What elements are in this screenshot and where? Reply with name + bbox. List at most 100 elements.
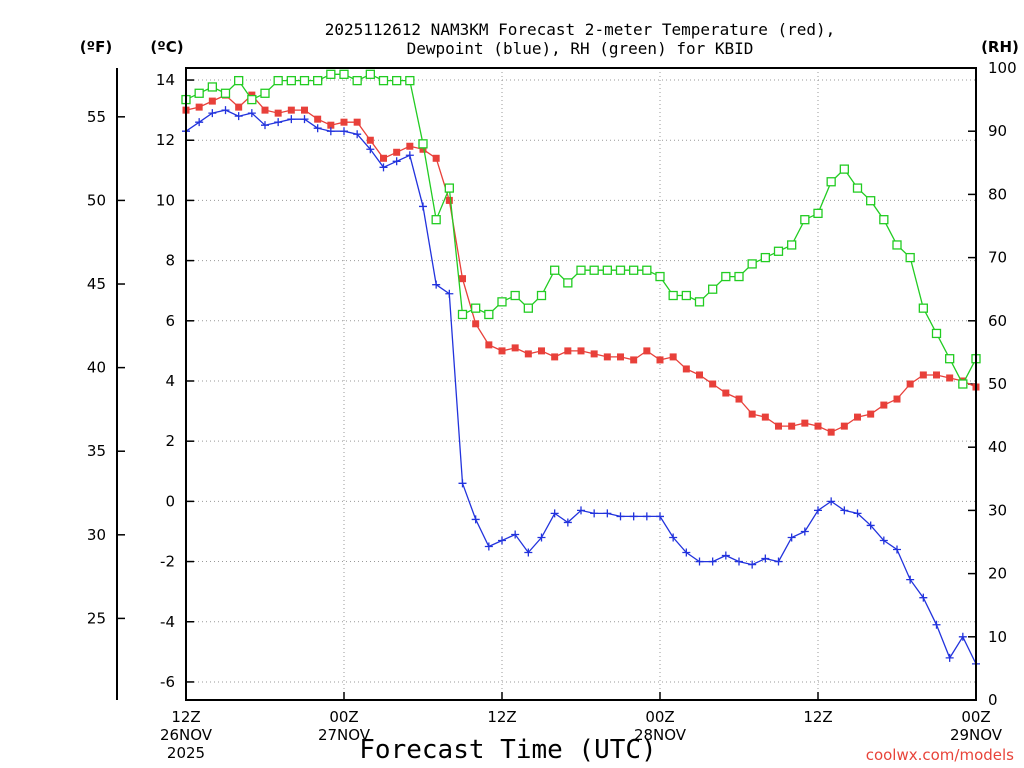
temperature-point [656, 356, 664, 364]
dewpoint-point [432, 280, 441, 289]
rh-point [945, 354, 955, 364]
temperature-point [617, 353, 624, 361]
time-tick-label: 00Z [329, 708, 358, 726]
dewpoint-point [524, 548, 533, 557]
dewpoint-point [721, 551, 730, 560]
dewpoint-point [247, 109, 256, 118]
time-tick-label: 00Z [961, 708, 990, 726]
rh-point [378, 75, 389, 86]
dewpoint-point [695, 557, 704, 566]
celsius-tick-label: -4 [160, 613, 175, 631]
time-tick-label: 29NOV [950, 726, 1003, 744]
rh-tick-label: 40 [988, 438, 1007, 456]
dewpoint-point [761, 554, 770, 563]
dewpoint-point [814, 506, 822, 515]
rh-point [852, 183, 863, 193]
dewpoint-point [577, 506, 585, 515]
temperature-point [696, 371, 703, 379]
rh-point [773, 246, 784, 256]
temperature-point [459, 275, 466, 283]
temperature-point [524, 350, 532, 358]
temperature-point [630, 356, 638, 364]
temperature-point [840, 422, 848, 430]
temperature-point [748, 410, 756, 418]
dewpoint-point [379, 163, 388, 172]
dewpoint-point [603, 509, 612, 518]
series-layer [181, 69, 981, 668]
dewpoint-point [405, 151, 414, 160]
series-filled-square [182, 91, 980, 436]
temperature-point [380, 154, 387, 162]
time-tick-label: 12Z [171, 708, 200, 726]
rh-point [418, 139, 428, 149]
dewpoint-point [537, 533, 546, 542]
temperature-point [485, 341, 493, 349]
dewpoint-point [563, 518, 572, 527]
temperature-point [511, 344, 519, 352]
celsius-tick-label: 10 [156, 191, 175, 209]
rh-point [207, 82, 217, 92]
temperature-point [867, 410, 875, 418]
gridlines [186, 68, 976, 700]
rh-point [839, 164, 849, 174]
rh-point [787, 240, 797, 250]
dewpoint-point [300, 115, 309, 124]
rh-point [550, 265, 560, 275]
rh-point [247, 94, 257, 105]
temperature-point [353, 118, 361, 126]
dewpoint-point [735, 557, 743, 566]
temperature-point [933, 371, 940, 379]
rh-tick-label: 70 [988, 249, 1007, 267]
temperature-point [274, 109, 282, 117]
rh-tick-label: 10 [988, 628, 1007, 646]
temperature-point [287, 106, 295, 114]
rh-point [734, 271, 744, 282]
rh-point [694, 297, 705, 307]
rh-axis-label: (RH) [981, 38, 1019, 56]
temperature-point [761, 413, 769, 421]
temperature-point [827, 428, 835, 436]
temperature-point [814, 422, 822, 430]
rh-point [220, 88, 231, 98]
dewpoint-point [945, 653, 954, 662]
rh-point [589, 265, 599, 275]
rh-point [313, 75, 323, 86]
dewpoint-point [326, 127, 335, 136]
dewpoint-point [287, 115, 296, 124]
dewpoint-point [445, 289, 454, 298]
dewpoint-point [392, 157, 401, 166]
temperature-point [564, 347, 572, 355]
fahrenheit-tick-label: 55 [87, 108, 106, 126]
fahrenheit-tick-label: 35 [87, 442, 106, 460]
celsius-tick-label: -6 [160, 673, 175, 691]
celsius-tick-label: 0 [165, 492, 175, 510]
fahrenheit-tick-label: 50 [87, 191, 106, 209]
dewpoint-point [932, 620, 941, 629]
dewpoint-point [682, 548, 691, 557]
series-open-square [181, 69, 981, 389]
fahrenheit-axis: 25 30 35 40 45 50 55 [87, 68, 125, 700]
temperature-point [261, 106, 269, 114]
temperature-point [906, 380, 914, 388]
celsius-axis-label: (ºC) [150, 38, 183, 56]
temperature-point [195, 103, 203, 111]
rh-point [879, 215, 889, 225]
rh-point [563, 278, 573, 288]
dewpoint-point [340, 127, 348, 136]
celsius-tick-label: 2 [165, 432, 175, 450]
time-tick-label: 28NOV [634, 726, 687, 744]
rh-point [471, 303, 481, 313]
rh-point [260, 88, 270, 98]
temperature-point [735, 395, 743, 403]
rh-tick-label: 100 [988, 59, 1017, 77]
rh-tick-label: 50 [988, 375, 1007, 393]
temperature-point [893, 395, 901, 403]
rh-point [576, 265, 586, 275]
rh-tick-label: 0 [988, 691, 998, 709]
temperature-point [419, 145, 427, 153]
rh-point [615, 265, 626, 275]
x-axis-title: Forecast Time (UTC) [359, 735, 656, 765]
rh-point [234, 75, 244, 86]
